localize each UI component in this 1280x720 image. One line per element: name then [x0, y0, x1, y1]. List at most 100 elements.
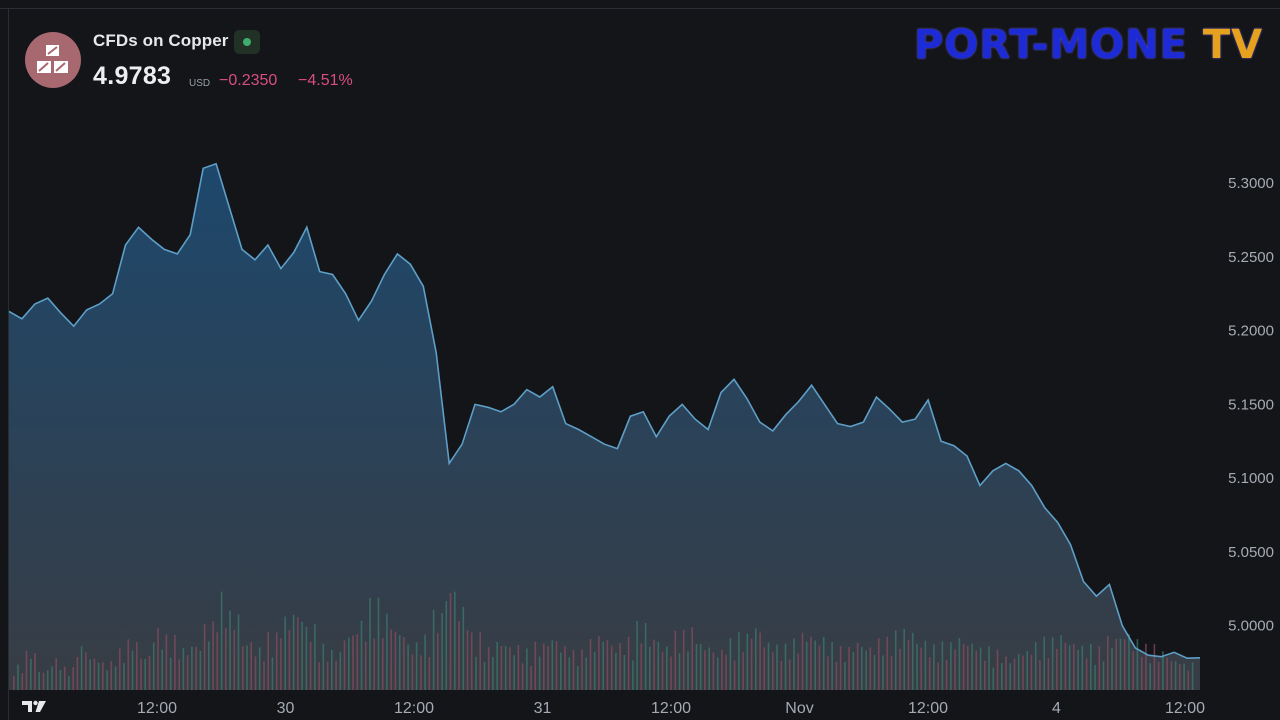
volume-bar: [424, 634, 426, 690]
volume-bar: [136, 642, 138, 690]
volume-bar: [848, 647, 850, 690]
volume-bar: [97, 662, 100, 690]
volume-bar: [657, 641, 660, 690]
volume-bar: [1187, 670, 1190, 690]
symbol-title[interactable]: CFDs on Copper: [93, 31, 229, 50]
volume-bar: [810, 636, 812, 690]
volume-bar: [538, 656, 541, 690]
volume-bar: [1162, 651, 1164, 690]
volume-bar: [377, 597, 380, 690]
volume-bar: [114, 666, 117, 690]
volume-bar: [144, 658, 146, 690]
volume-bar: [13, 676, 15, 690]
volume-bar: [674, 630, 677, 690]
volume-bar: [899, 648, 901, 690]
volume-bar: [250, 642, 252, 690]
volume-bar: [865, 650, 867, 690]
volume-bar: [220, 591, 223, 690]
volume-bar: [894, 630, 897, 690]
volume-bar: [534, 641, 537, 690]
volume-bar: [454, 591, 456, 690]
volume-bar: [1098, 646, 1101, 690]
volume-bar: [258, 647, 261, 690]
volume-bar: [1170, 661, 1173, 690]
volume-bar: [873, 655, 876, 690]
volume-bar: [195, 646, 197, 690]
volume-bar: [716, 657, 719, 690]
volume-bar: [1009, 663, 1011, 690]
volume-bar: [432, 609, 435, 690]
volume-bar: [305, 626, 308, 690]
volume-bar: [1013, 658, 1016, 690]
volume-bar: [381, 638, 384, 690]
volume-bar: [835, 661, 838, 690]
volume-bar: [34, 653, 36, 690]
volume-bar: [1115, 638, 1117, 690]
volume-bar: [733, 660, 736, 690]
volume-bar: [326, 661, 329, 690]
volume-bar: [178, 659, 180, 690]
volume-bar: [17, 664, 19, 690]
volume-bar: [1179, 664, 1181, 690]
volume-bar: [975, 650, 978, 690]
volume-bar: [369, 597, 371, 690]
volume-bar: [695, 644, 698, 690]
volume-bar: [21, 673, 24, 690]
volume-bar: [123, 663, 125, 690]
volume-bar: [653, 639, 655, 690]
volume-bar: [708, 647, 710, 690]
volume-bar: [878, 638, 880, 690]
volume-bar: [576, 666, 579, 690]
volume-bar: [746, 633, 749, 690]
volume-bar: [275, 632, 278, 690]
volume-bar: [687, 651, 689, 690]
volume-bar: [318, 662, 320, 690]
volume-bar: [297, 617, 299, 690]
volume-bar: [475, 656, 477, 690]
volume-bar: [941, 641, 944, 690]
volume-bar: [500, 645, 503, 690]
volume-bar: [458, 621, 460, 690]
volume-bar: [1140, 656, 1143, 690]
volume-bar: [839, 646, 842, 690]
volume-bar: [903, 628, 905, 690]
volume-bar: [89, 659, 91, 690]
status-dot-icon: [243, 38, 251, 46]
volume-bar: [1132, 651, 1134, 690]
volume-bar: [30, 658, 32, 690]
volume-bar: [755, 628, 757, 690]
volume-bar: [937, 662, 939, 690]
volume-bar: [560, 652, 562, 690]
volume-bar: [513, 655, 515, 690]
x-tick-label: 12:00: [908, 700, 948, 717]
volume-bar: [470, 632, 473, 690]
volume-bar: [496, 641, 498, 690]
volume-bar: [568, 657, 571, 690]
volume-bar: [203, 623, 206, 690]
volume-bar: [831, 641, 833, 690]
x-tick-label: 12:00: [651, 700, 691, 717]
volume-bar: [140, 658, 142, 690]
volume-bar: [725, 654, 727, 690]
market-status[interactable]: [234, 30, 260, 54]
volume-bar: [1123, 639, 1126, 690]
volume-bar: [51, 666, 53, 690]
volume-bar: [784, 643, 787, 690]
symbol-avatar[interactable]: [25, 32, 81, 88]
volume-bar: [1047, 658, 1050, 690]
volume-bar: [636, 620, 638, 690]
volume-bar: [1191, 662, 1194, 690]
volume-bar: [543, 643, 545, 690]
volume-bar: [504, 645, 507, 690]
volume-bar: [263, 661, 265, 690]
volume-bar: [445, 601, 448, 690]
volume-bar: [127, 639, 130, 690]
volume-bar: [212, 621, 214, 690]
y-tick-label: 5.1000: [1228, 470, 1274, 487]
volume-bar: [1090, 644, 1092, 690]
volume-bar: [63, 666, 66, 690]
volume-bar: [954, 649, 956, 690]
volume-bar: [589, 638, 592, 690]
tradingview-logo-icon[interactable]: [18, 693, 50, 719]
